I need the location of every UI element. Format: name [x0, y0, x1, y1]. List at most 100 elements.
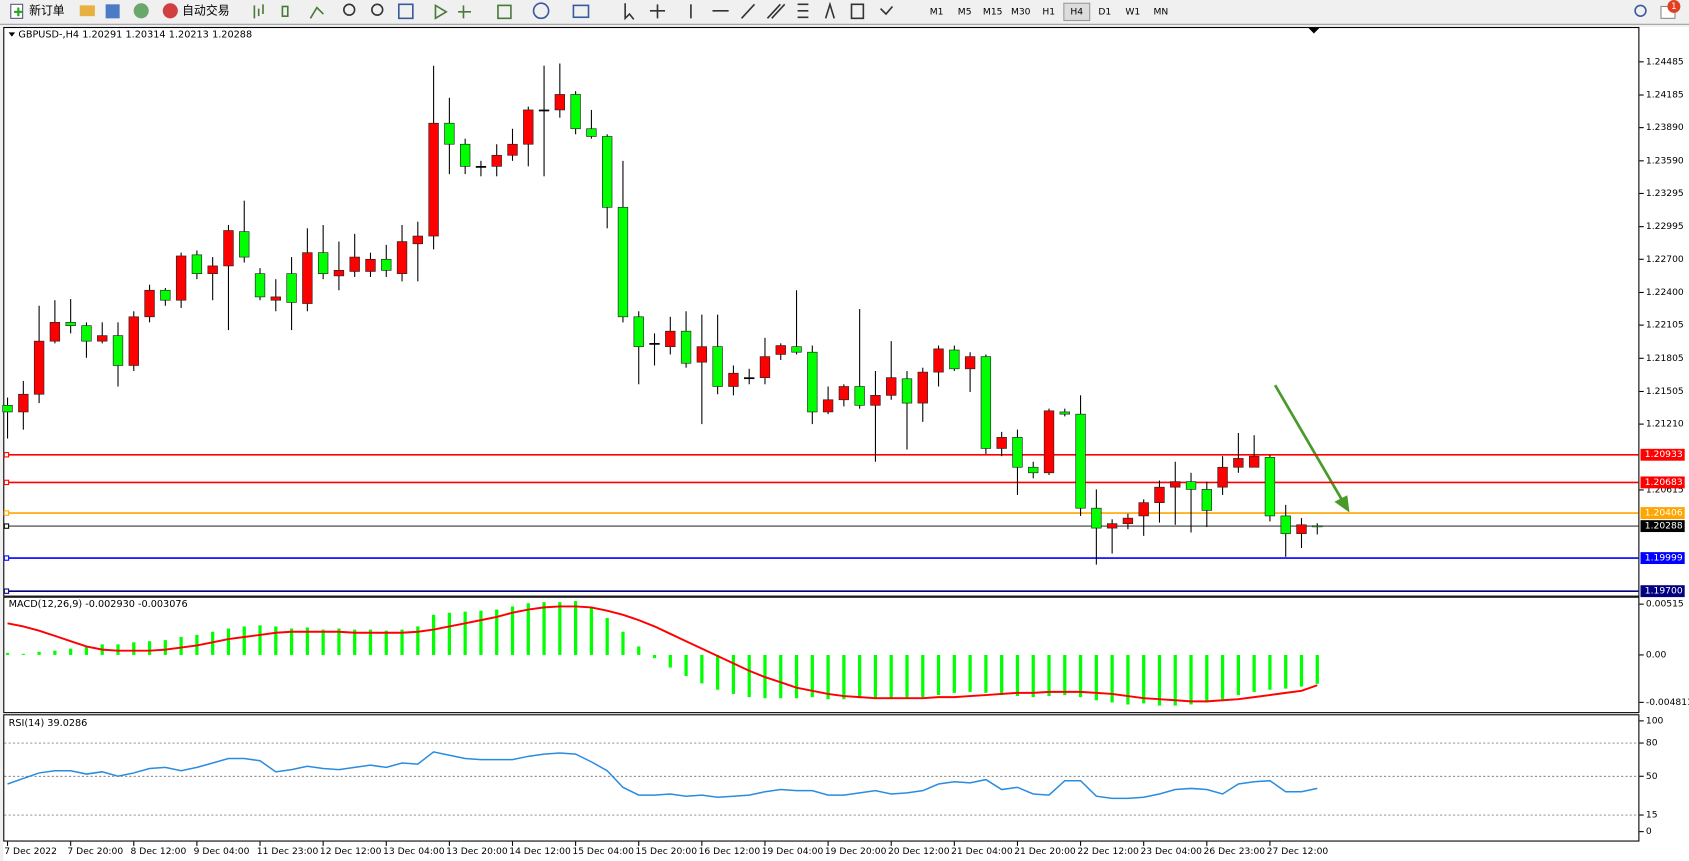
macd-bar	[353, 629, 357, 655]
timeframe-button[interactable]: W1	[1125, 6, 1140, 17]
candle-body	[1280, 515, 1291, 534]
macd-bar	[163, 640, 167, 655]
y-tick-label: 1.23590	[1646, 155, 1684, 166]
candle-body	[586, 128, 597, 137]
line-price-label: 1.19999	[1645, 553, 1683, 564]
candle-body	[191, 254, 203, 274]
icon[interactable]	[397, 3, 414, 20]
icon[interactable]	[880, 5, 894, 16]
macd-bar	[242, 626, 246, 655]
y-tick-label: 0.00	[1646, 649, 1667, 660]
macd-bar	[889, 654, 893, 700]
candle-body	[933, 348, 944, 373]
notification-badge[interactable]	[1667, 0, 1681, 13]
icon[interactable]	[766, 3, 786, 19]
x-tick-label: 13 Dec 20:00	[446, 846, 508, 857]
icon[interactable]	[309, 6, 324, 19]
candle-body	[822, 399, 834, 413]
icon[interactable]	[458, 5, 472, 19]
header-high: 1.20314	[126, 30, 166, 41]
icon[interactable]	[497, 4, 512, 20]
macd-bar	[431, 614, 436, 655]
macd-bar	[274, 626, 278, 655]
timeframe-button[interactable]: H4	[1070, 6, 1083, 17]
candle-body	[317, 252, 329, 274]
search-icon[interactable]	[1634, 4, 1647, 17]
line-price-tag	[1640, 507, 1685, 519]
macd-bar	[810, 654, 814, 698]
x-tick-label: 12 Dec 12:00	[320, 846, 382, 857]
timeframe-active	[1063, 2, 1091, 22]
icon[interactable]	[797, 3, 809, 19]
candle-body	[1059, 411, 1070, 415]
candle-body	[570, 94, 581, 130]
icon[interactable]	[824, 1, 836, 19]
candle-body	[475, 166, 487, 168]
macd-bar	[1157, 654, 1162, 706]
macd-bar	[1063, 654, 1067, 696]
icon[interactable]	[343, 3, 356, 16]
x-tick-label: 7 Dec 20:00	[67, 846, 123, 857]
collapse-arrow[interactable]	[8, 32, 16, 37]
macd-bar	[1236, 654, 1240, 696]
candle-body	[854, 386, 865, 406]
candle-body	[665, 330, 676, 347]
line-price-tag	[1640, 448, 1685, 461]
timeframe-button[interactable]: M5	[958, 6, 972, 17]
icon[interactable]	[434, 3, 448, 20]
candle-body	[1075, 413, 1086, 509]
icon[interactable]	[253, 4, 264, 19]
macd-bar	[495, 609, 499, 655]
x-tick-label: 14 Dec 12:00	[509, 846, 571, 857]
y-tick-label: 1.22700	[1646, 254, 1684, 265]
macd-pane-border	[3, 596, 1640, 714]
candle-body	[1185, 481, 1197, 490]
plot: 1.24485 1.24185 1.23890 1.23590 1.23295 1.229…	[2, 56, 1689, 857]
timeframe-button[interactable]: H1	[1042, 6, 1055, 17]
icon[interactable]	[281, 5, 289, 17]
timeframe-button[interactable]: M15	[983, 6, 1003, 17]
candle-body	[144, 289, 155, 318]
candle-body	[97, 335, 108, 342]
button-label: 自动交易	[182, 3, 229, 17]
candle-body	[901, 378, 913, 404]
y-tick-label: 1.23890	[1646, 122, 1684, 133]
macd-bar	[1299, 654, 1304, 687]
icon[interactable]	[850, 3, 865, 20]
x-tick-label: 9 Dec 04:00	[194, 846, 250, 857]
macd-bar	[416, 626, 420, 655]
icon[interactable]	[740, 3, 756, 19]
icon[interactable]	[649, 4, 666, 19]
macd-bar	[668, 654, 672, 668]
icon[interactable]	[105, 4, 120, 19]
timeframe-bar: M1 M5 M15 M30 H1 H4 D1 W1 MN	[930, 2, 1168, 22]
icon[interactable]	[371, 3, 384, 16]
candle-body	[870, 395, 881, 406]
line-price-tag	[1640, 476, 1685, 489]
macd-bar	[179, 636, 183, 655]
candle-body	[838, 386, 850, 401]
timeframe-button[interactable]: MN	[1153, 6, 1168, 17]
line-price-tag	[1640, 552, 1685, 565]
icon[interactable]	[79, 5, 95, 17]
header-low: 1.20213	[169, 30, 209, 41]
candle-body	[996, 437, 1007, 449]
macd-bar	[337, 628, 341, 655]
new-order-button[interactable]: 新订单	[10, 3, 65, 19]
candle-body	[791, 346, 802, 353]
auto-trading-button[interactable]: 自动交易	[162, 3, 230, 19]
line-anchor	[3, 452, 10, 458]
icon[interactable]	[624, 3, 635, 21]
timeframe-button[interactable]: M1	[930, 6, 944, 17]
timeframe-button[interactable]: D1	[1098, 6, 1111, 17]
candle-body	[1296, 524, 1307, 534]
icon[interactable]	[572, 4, 590, 19]
line-anchor	[3, 555, 10, 561]
macd-bar	[463, 611, 467, 655]
timeframe-button[interactable]: M30	[1011, 6, 1031, 17]
button-label: 新订单	[29, 3, 65, 17]
icon[interactable]	[133, 3, 149, 19]
icon[interactable]	[532, 2, 550, 20]
y-tick-label: 1.22400	[1646, 287, 1684, 298]
